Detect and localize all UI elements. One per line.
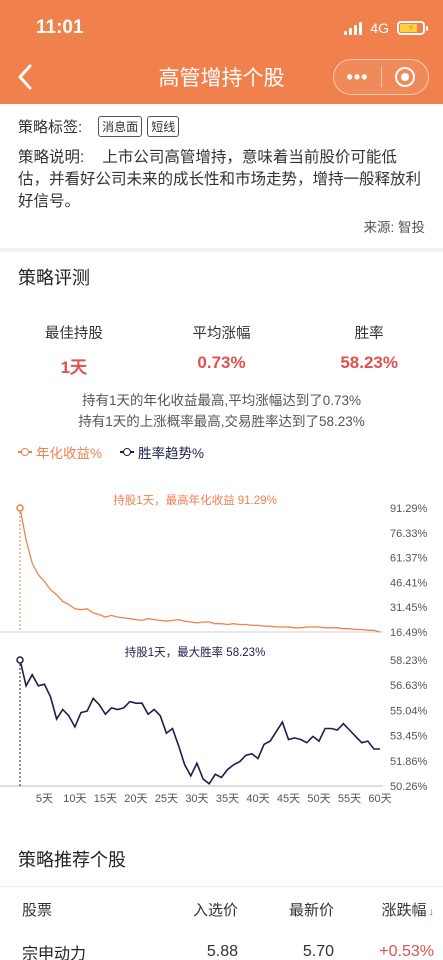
chevron-left-icon[interactable] bbox=[10, 62, 40, 92]
stat-best-hold: 最佳持股 1天 bbox=[0, 322, 148, 378]
x-tick-label: 30天 bbox=[185, 793, 208, 804]
x-tick-label: 20天 bbox=[124, 793, 147, 804]
tag-news: 消息面 bbox=[98, 116, 143, 137]
x-tick-label: 55天 bbox=[338, 793, 361, 804]
chart-legend: 年化收益% 胜率趋势% bbox=[18, 442, 443, 462]
line-marker-icon bbox=[120, 447, 135, 457]
evaluation-heading: 策略评测 bbox=[0, 252, 443, 304]
battery-icon: ⚡ bbox=[397, 21, 428, 35]
sort-down-icon: ↓ bbox=[428, 906, 435, 918]
latest-price: 5.70 bbox=[302, 943, 334, 960]
performance-chart: 91.29% 76.33% 61.37% 46.41% 31.45% 16.49% 持股1天… bbox=[0, 493, 428, 804]
status-bar: 11:01 4G ⚡ bbox=[36, 14, 428, 42]
table-header: 股票 入选价 最新价 涨跌幅 ↓ bbox=[0, 886, 443, 932]
strategy-tags-row: 策略标签: 消息面 短线 bbox=[18, 116, 425, 137]
stat-name: 最佳持股 bbox=[44, 326, 103, 342]
status-time: 11:01 bbox=[36, 17, 84, 38]
column-latest-price[interactable]: 最新价 bbox=[288, 902, 334, 919]
source-text: 来源: 智投 bbox=[363, 220, 425, 235]
line-marker-icon bbox=[18, 447, 32, 457]
chart-annotation: 持股1天，最大胜率 58.23% bbox=[125, 645, 266, 659]
stats-row: 最佳持股 1天 平均涨幅 0.73% 胜率 58.23% bbox=[0, 322, 443, 378]
recommend-heading: 策略推荐个股 bbox=[0, 834, 443, 886]
signal-icon bbox=[344, 21, 363, 35]
evaluation-summary: 持有1天的年化收益最高,平均涨幅达到了0.73% 持有1天的上涨概率最高,交易胜… bbox=[0, 390, 443, 432]
x-tick-label: 15天 bbox=[94, 793, 117, 804]
y-tick-label: 56.63% bbox=[390, 680, 428, 692]
y-tick-label: 31.45% bbox=[390, 602, 428, 614]
page-title: 高管增持个股 bbox=[158, 67, 285, 90]
x-tick-label: 5天 bbox=[36, 793, 53, 804]
target-icon bbox=[394, 67, 415, 87]
more-options-icon[interactable]: ••• bbox=[346, 66, 369, 87]
y-tick-label: 51.86% bbox=[390, 756, 428, 768]
tag-short-term: 短线 bbox=[147, 116, 180, 137]
summary-line-2: 持有1天的上涨概率最高,交易胜率达到了58.23% bbox=[78, 414, 365, 429]
legend-label: 年化收益% bbox=[36, 446, 103, 461]
y-tick-label: 58.23% bbox=[390, 655, 428, 667]
evaluation-panel: 最佳持股 1天 平均涨幅 0.73% 胜率 58.23% 持有1天的年化收益最高… bbox=[0, 304, 443, 834]
stat-value: 1天 bbox=[60, 358, 88, 377]
x-tick-label: 40天 bbox=[246, 793, 269, 804]
stat-value: 0.73% bbox=[197, 353, 246, 372]
stat-win-rate: 胜率 58.23% bbox=[295, 322, 443, 378]
column-change[interactable]: 涨跌幅 ↓ bbox=[334, 899, 434, 920]
series-line bbox=[19, 659, 380, 785]
x-tick-label: 35天 bbox=[216, 793, 239, 804]
column-entry-price[interactable]: 入选价 bbox=[192, 902, 238, 919]
top-bar: 11:01 4G ⚡ 高管增持个股 ••• bbox=[0, 0, 443, 104]
chart-annotation: 持股1天，最高年化收益 91.29% bbox=[113, 493, 277, 507]
stat-avg-gain: 平均涨幅 0.73% bbox=[148, 322, 296, 378]
strategy-info: 策略标签: 消息面 短线 策略说明: 上市公司高管增持，意味着当前股价可能低估，并… bbox=[0, 104, 443, 248]
stock-name: 宗申动力 bbox=[22, 946, 87, 960]
x-tick-label: 50天 bbox=[307, 793, 330, 804]
stat-name: 平均涨幅 bbox=[192, 326, 251, 342]
status-icons: 4G ⚡ bbox=[344, 20, 428, 36]
stat-value: 58.23% bbox=[340, 353, 399, 372]
x-tick-label: 45天 bbox=[277, 793, 300, 804]
description-label: 策略说明: bbox=[18, 149, 85, 166]
highlight-point bbox=[16, 504, 24, 512]
y-tick-label: 76.33% bbox=[390, 528, 428, 540]
description-text: 上市公司高管增持，意味着当前股价可能低估，并看好公司未来的成长性和市场走势，增持… bbox=[18, 149, 422, 210]
entry-price: 5.88 bbox=[206, 943, 238, 960]
series-line bbox=[19, 507, 381, 633]
x-tick-label: 60天 bbox=[368, 793, 391, 804]
legend-annual-return[interactable]: 年化收益% bbox=[18, 442, 102, 462]
close-program-button[interactable] bbox=[382, 67, 428, 87]
column-stock: 股票 bbox=[22, 902, 53, 919]
stat-name: 胜率 bbox=[354, 326, 384, 342]
price-change: +0.53% bbox=[379, 943, 434, 960]
highlight-point bbox=[16, 656, 24, 664]
mini-program-capsule: ••• bbox=[333, 59, 429, 95]
y-tick-label: 50.26% bbox=[390, 781, 428, 793]
y-tick-label: 53.45% bbox=[390, 731, 428, 743]
y-tick-label: 55.04% bbox=[390, 705, 428, 717]
x-tick-label: 25天 bbox=[155, 793, 178, 804]
network-type: 4G bbox=[370, 20, 389, 36]
legend-label: 胜率趋势% bbox=[138, 446, 205, 461]
nav-bar: 高管增持个股 ••• bbox=[0, 52, 443, 102]
summary-line-1: 持有1天的年化收益最高,平均涨幅达到了0.73% bbox=[81, 393, 362, 408]
y-tick-label: 91.29% bbox=[390, 503, 428, 515]
column-change-label: 涨跌幅 bbox=[381, 902, 427, 919]
capsule-divider bbox=[381, 67, 382, 87]
x-tick-label: 10天 bbox=[63, 793, 86, 804]
strategy-description: 策略说明: 上市公司高管增持，意味着当前股价可能低估，并看好公司未来的成长性和市场… bbox=[18, 147, 425, 213]
legend-win-rate[interactable]: 胜率趋势% bbox=[120, 442, 204, 462]
tags-label: 策略标签: bbox=[18, 119, 83, 136]
y-tick-label: 16.49% bbox=[390, 627, 428, 639]
y-tick-label: 46.41% bbox=[390, 577, 428, 589]
table-row[interactable]: 宗申动力 5.88 5.70 +0.53% bbox=[0, 932, 443, 960]
y-tick-label: 61.37% bbox=[390, 553, 428, 565]
